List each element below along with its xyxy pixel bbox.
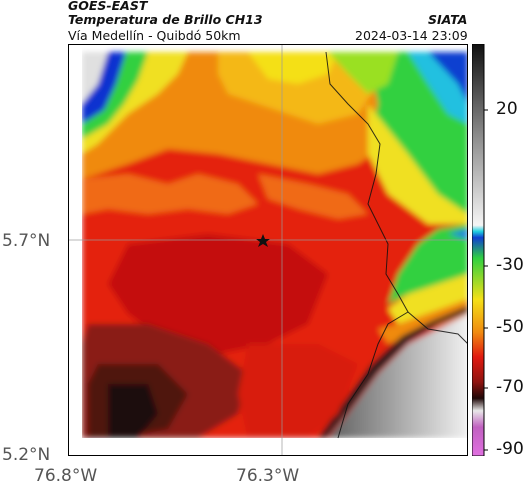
product-title: Temperatura de Brillo CH13 — [68, 12, 263, 27]
brightness-temperature-map — [68, 44, 468, 456]
colorbar — [472, 44, 488, 456]
colorbar-label-20: 20 — [496, 99, 518, 119]
institution-label: SIATA — [428, 12, 468, 27]
satellite-title: GOES-EAST — [68, 0, 148, 13]
colorbar-label-minus-90: -90 — [496, 439, 524, 459]
star-icon — [256, 234, 270, 247]
y-tick-5-7: 5.7°N — [2, 231, 51, 251]
x-tick-76-8: 76.8°W — [34, 466, 98, 486]
x-tick-76-3: 76.3°W — [236, 466, 300, 486]
colorbar-label-minus-70: -70 — [496, 377, 524, 397]
colorbar-label-minus-50: -50 — [496, 317, 524, 337]
route-label: Vía Medellín - Quibdó 50km — [68, 28, 241, 43]
y-tick-5-2: 5.2°N — [2, 445, 51, 465]
colorbar-label-minus-30: -30 — [496, 255, 524, 275]
timestamp-label: 2024-03-14 23:09 — [355, 28, 468, 43]
